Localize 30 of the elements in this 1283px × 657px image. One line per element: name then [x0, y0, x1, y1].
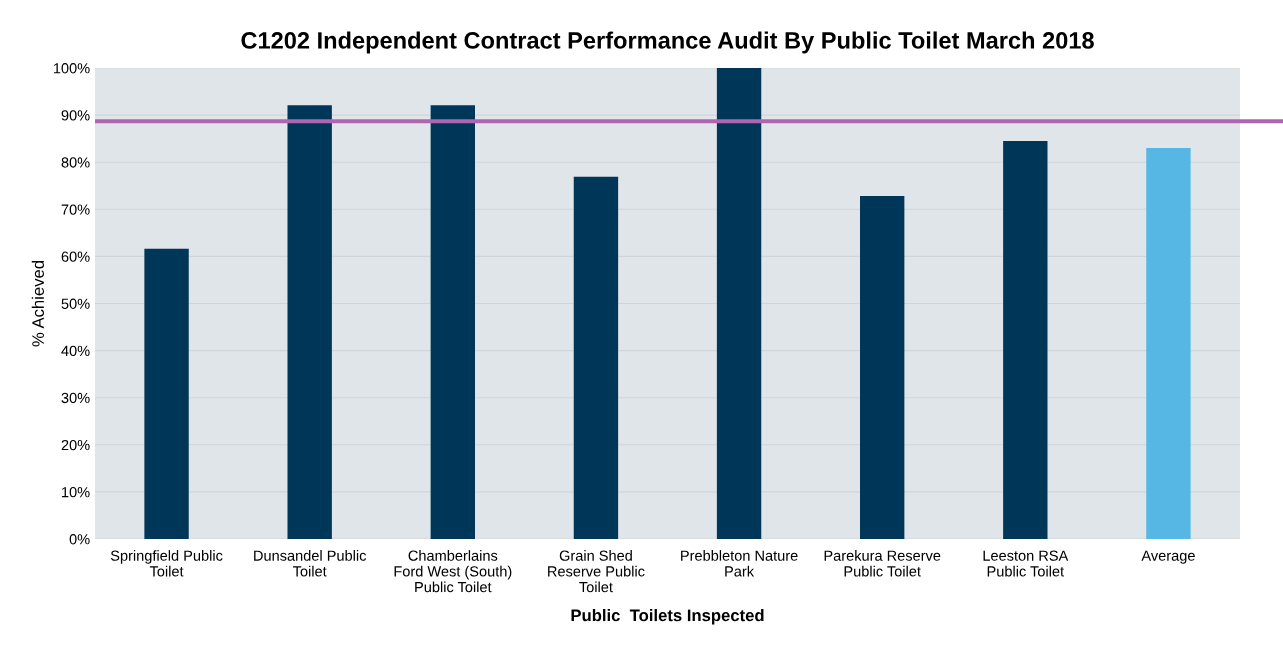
x-tick-label: Leeston RSA Public Toilet — [983, 550, 1069, 577]
x-tick-label: Springfield Public Toilet — [110, 550, 223, 577]
y-tick-label: 100% — [53, 63, 90, 74]
x-tick-label: Dunsandel Public Toilet — [254, 550, 367, 577]
y-axis-title: % Achieved — [31, 261, 44, 347]
y-tick-label: 50% — [61, 298, 90, 309]
x-tick-label: Average — [1141, 550, 1195, 564]
y-tick-label: 0% — [69, 534, 90, 545]
y-tick-label: 40% — [61, 345, 90, 357]
y-tick-label: 10% — [62, 487, 90, 498]
y-tick-label: 80% — [61, 157, 90, 168]
y-tick-label: 90% — [61, 110, 90, 121]
y-tick-label: 20% — [61, 439, 90, 451]
bar — [1146, 148, 1191, 539]
y-tick-label: 60% — [61, 251, 90, 262]
y-tick-label: 30% — [61, 392, 90, 404]
x-tick-label: Grain Shed Reserve Public Toilet — [548, 550, 645, 593]
bar — [573, 176, 619, 539]
y-tick-label: 70% — [61, 204, 90, 215]
bar — [430, 105, 475, 539]
bar — [1003, 141, 1048, 539]
bar — [287, 105, 332, 539]
chart-title: C1202 Independent Contract Performance Audit By Public Toilet March 2018 — [241, 31, 1094, 54]
x-tick-label: Parekura Reserve Public Toilet — [824, 550, 941, 577]
bar — [144, 248, 189, 539]
bar — [716, 68, 762, 539]
bar — [860, 196, 905, 539]
x-axis-title: Public Toilets Inspected — [571, 609, 764, 625]
x-tick-label: Chamberlains Ford West (South) Public Toilet — [394, 550, 512, 593]
x-tick-label: Prebbleton Nature Park — [681, 550, 798, 577]
